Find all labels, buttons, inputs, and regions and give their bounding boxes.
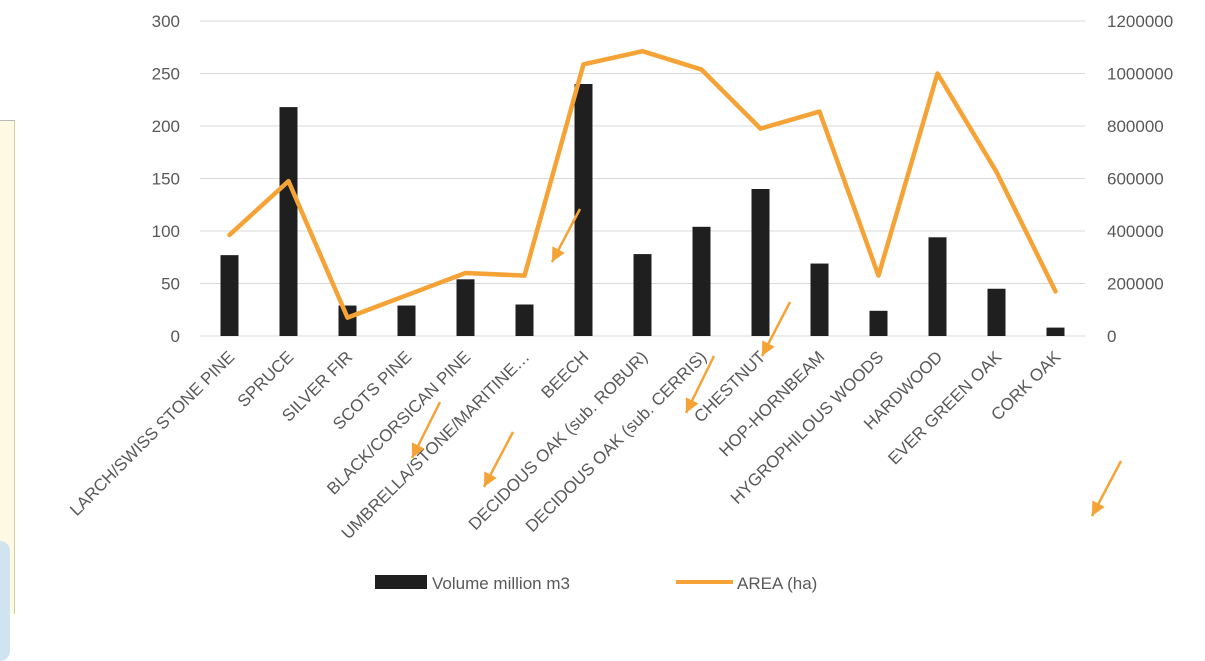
right-axis-tick-label: 200000 — [1107, 275, 1164, 294]
legend-bar-label: Volume million m3 — [432, 574, 570, 593]
map-water-area — [0, 541, 10, 661]
category-label: EVER GREEN OAK — [884, 347, 1005, 468]
bar — [1047, 328, 1065, 336]
legend-line-label: AREA (ha) — [737, 574, 817, 593]
bar — [575, 84, 593, 336]
annotation-arrow — [1092, 461, 1121, 516]
bar — [988, 289, 1006, 336]
left-axis-tick-label: 200 — [152, 117, 180, 136]
right-axis-tick-label: 0 — [1107, 327, 1116, 346]
bar — [870, 311, 888, 336]
right-axis-tick-label: 400000 — [1107, 222, 1164, 241]
combo-chart: 0 50 100 150 200 250 300 0 200000 400000 600000 80… — [0, 0, 1205, 613]
bar — [339, 306, 357, 336]
chart-canvas: 0 50 100 150 200 250 300 0 200000 400000 600000 80… — [0, 0, 1205, 613]
legend: Volume million m3 AREA (ha) — [375, 574, 817, 593]
category-label: HOP-HORNBEAM — [715, 347, 828, 460]
bar — [811, 264, 829, 336]
bar — [457, 279, 475, 336]
left-axis-tick-label: 100 — [152, 222, 180, 241]
bar — [634, 254, 652, 336]
bar — [929, 237, 947, 336]
right-axis-tick-label: 600000 — [1107, 170, 1164, 189]
category-label: LARCH/SWISS STONE PINE — [66, 347, 238, 519]
category-label: BEECH — [537, 347, 592, 402]
left-axis-tick-label: 50 — [161, 275, 180, 294]
bar — [693, 227, 711, 336]
bar — [221, 255, 239, 336]
right-axis-tick-label: 1000000 — [1107, 65, 1173, 84]
right-axis-tick-label: 800000 — [1107, 117, 1164, 136]
map-fragment — [0, 120, 15, 614]
legend-bar-swatch — [375, 575, 427, 589]
left-axis-tick-label: 0 — [171, 327, 180, 346]
left-axis-tick-label: 250 — [152, 65, 180, 84]
bar — [516, 305, 534, 337]
right-axis-tick-label: 1200000 — [1107, 12, 1173, 31]
bar — [280, 107, 298, 336]
left-axis-ticks: 0 50 100 150 200 250 300 — [152, 12, 180, 346]
left-axis-tick-label: 150 — [152, 170, 180, 189]
bar — [752, 189, 770, 336]
left-axis-tick-label: 300 — [152, 12, 180, 31]
bar — [398, 306, 416, 336]
right-axis-ticks: 0 200000 400000 600000 800000 1000000 1200000 — [1107, 12, 1173, 346]
bar-series — [221, 84, 1065, 336]
